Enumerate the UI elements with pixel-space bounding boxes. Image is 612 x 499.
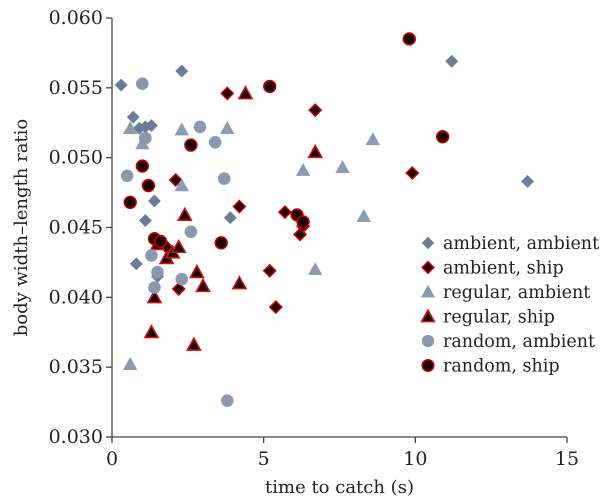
x-tick-label: 15	[555, 448, 579, 470]
data-point-ambient-ship	[262, 263, 277, 278]
data-point-regular-ship	[146, 289, 163, 304]
data-point-random-ambient	[217, 172, 231, 185]
data-point-random-ship	[435, 130, 450, 144]
data-point-ambient-ambient	[129, 257, 143, 271]
legend-label-ambient-ambient: ambient, ambient	[443, 234, 599, 254]
data-point-ambient-ambient	[148, 194, 161, 208]
data-point-random-ambient	[148, 281, 161, 294]
data-point-random-ambient	[208, 136, 222, 149]
legend-marker-regular-ship	[420, 308, 436, 323]
data-point-random-ambient	[136, 77, 149, 90]
data-point-random-ambient	[220, 394, 234, 407]
data-point-ambient-ambient	[114, 78, 128, 92]
data-point-regular-ambient	[123, 121, 138, 134]
data-point-regular-ship	[237, 85, 254, 100]
data-point-random-ship	[153, 234, 168, 249]
y-tick-label: 0.055	[49, 77, 103, 99]
y-axis-ticks: 0.030 0.035 0.040 0.045 0.050 0.055 0.060	[49, 7, 112, 448]
data-point-ambient-ambient	[175, 64, 189, 78]
x-axis-ticks: 0 5 10 15	[106, 437, 579, 470]
data-point-random-ambient	[175, 272, 189, 286]
x-axis-title: time to catch (s)	[265, 477, 414, 498]
data-point-ambient-ambient	[144, 119, 158, 132]
legend-label-ambient-ship: ambient, ship	[443, 259, 564, 279]
legend-marker-ambient-ambient	[421, 236, 435, 250]
data-point-ambient-ship	[168, 172, 183, 188]
data-point-regular-ambient	[295, 162, 311, 176]
x-tick-label: 5	[258, 448, 270, 470]
data-point-random-ship	[402, 32, 416, 46]
data-point-regular-ship	[307, 143, 324, 159]
data-point-random-ship	[214, 236, 228, 250]
legend-marker-random-ambient	[421, 334, 435, 348]
plot-marks	[114, 32, 535, 407]
data-point-random-ship	[184, 138, 198, 152]
y-tick-label: 0.030	[49, 426, 103, 448]
data-point-regular-ambient	[174, 122, 189, 136]
data-point-ambient-ship	[220, 86, 235, 101]
y-tick-label: 0.035	[49, 356, 103, 378]
data-point-regular-ship	[186, 336, 202, 351]
data-point-ambient-ambient	[445, 54, 459, 68]
data-point-random-ship	[123, 195, 137, 210]
data-point-regular-ambient	[356, 208, 371, 222]
data-point-regular-ambient	[308, 262, 323, 276]
data-point-ambient-ship	[171, 281, 186, 296]
data-point-regular-ambient	[335, 160, 350, 174]
y-tick-label: 0.045	[49, 217, 103, 239]
data-point-random-ship	[296, 215, 310, 229]
legend-marker-random-ship	[421, 358, 435, 372]
data-point-ambient-ambient	[223, 211, 237, 225]
data-point-ambient-ambient	[521, 174, 535, 188]
data-point-regular-ship	[195, 278, 211, 293]
data-point-regular-ship	[170, 238, 187, 254]
legend-marker-ambient-ship	[421, 260, 435, 275]
data-point-ambient-ship	[268, 300, 283, 315]
legend-label-regular-ambient: regular, ambient	[443, 283, 590, 303]
legend-label-random-ship: random, ship	[443, 357, 560, 377]
data-point-ambient-ship	[308, 103, 323, 118]
data-point-ambient-ship	[232, 199, 247, 214]
data-point-regular-ship	[231, 275, 248, 290]
data-point-regular-ship	[189, 264, 205, 279]
data-point-regular-ambient	[220, 121, 235, 134]
data-point-regular-ship	[176, 206, 193, 221]
legend: ambient, ambient ambient, ship regular, am…	[420, 234, 599, 377]
x-tick-label: 10	[403, 448, 427, 470]
x-tick-label: 0	[106, 448, 118, 470]
data-point-regular-ambient	[365, 132, 381, 146]
data-point-regular-ship	[143, 324, 160, 339]
data-point-random-ambient	[184, 225, 198, 238]
y-tick-label: 0.040	[49, 286, 103, 308]
data-point-random-ship	[263, 79, 277, 94]
data-point-random-ambient	[139, 131, 152, 145]
data-point-random-ship	[141, 178, 156, 193]
legend-label-regular-ship: regular, ship	[443, 308, 555, 328]
data-point-random-ambient	[193, 120, 207, 134]
y-tick-label: 0.050	[49, 147, 103, 169]
data-point-random-ambient	[120, 169, 134, 183]
data-point-ambient-ambient	[138, 214, 152, 227]
data-point-ambient-ship	[277, 205, 292, 220]
data-point-random-ship	[135, 159, 150, 173]
data-point-random-ambient	[145, 249, 158, 262]
data-point-regular-ambient	[174, 178, 189, 192]
data-point-ambient-ship	[405, 166, 420, 181]
y-axis-title: body width–length ratio	[11, 119, 32, 337]
data-point-regular-ambient	[123, 357, 138, 370]
data-point-ambient-ambient	[126, 110, 140, 124]
y-tick-label: 0.060	[49, 7, 103, 29]
legend-marker-regular-ambient	[421, 284, 435, 298]
data-point-random-ambient	[151, 265, 164, 279]
legend-label-random-ambient: random, ambient	[443, 332, 595, 352]
